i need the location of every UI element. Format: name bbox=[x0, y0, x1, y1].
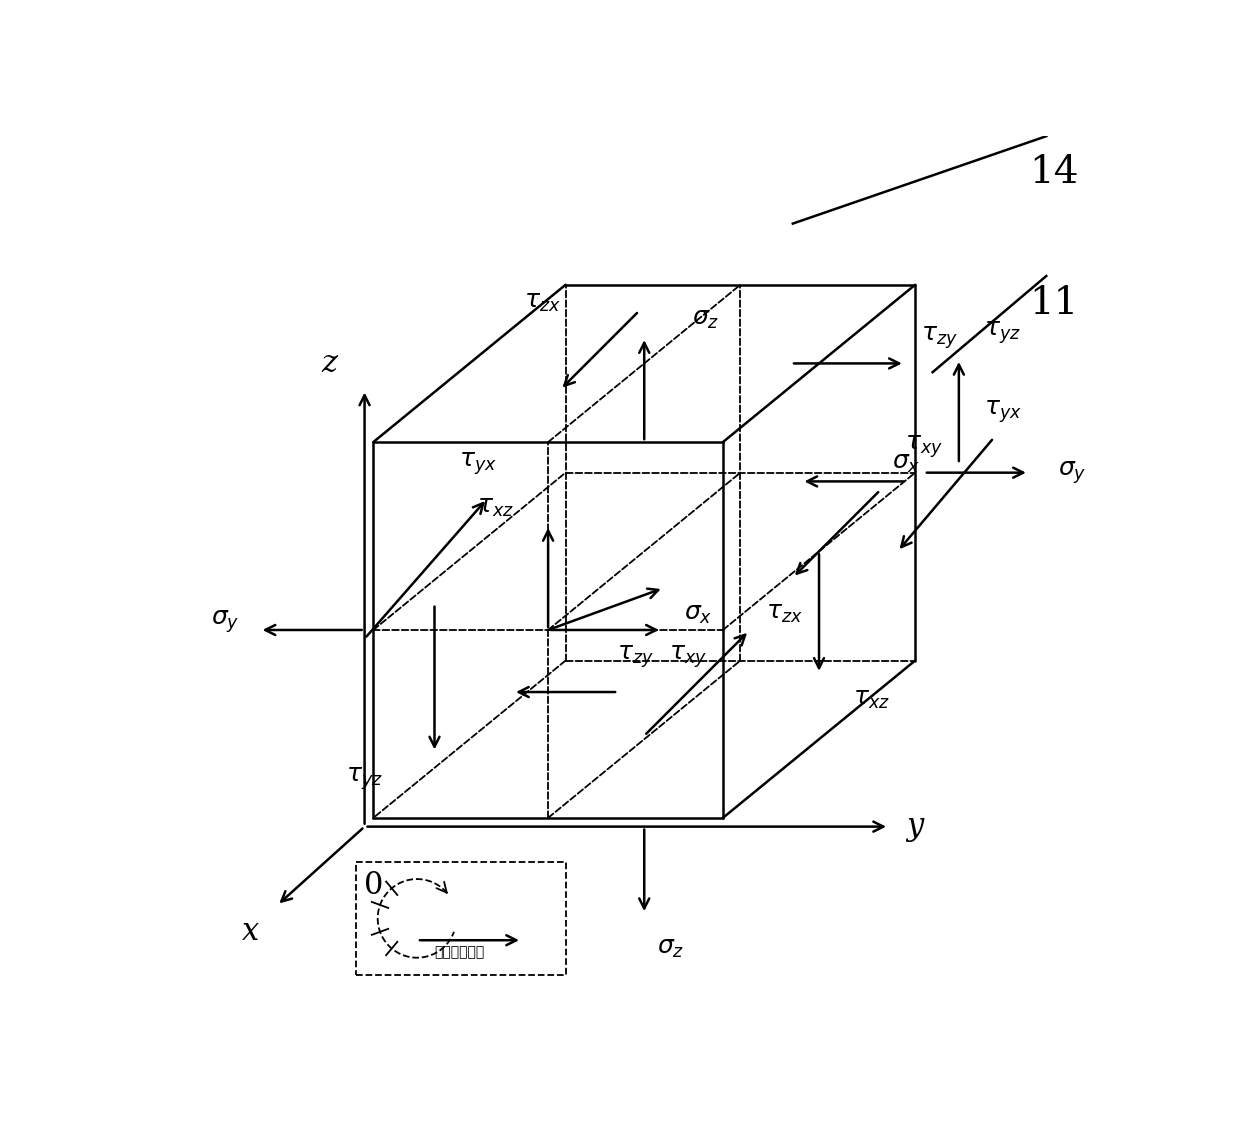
Text: $\tau_{yx}$: $\tau_{yx}$ bbox=[983, 398, 1022, 424]
Text: z: z bbox=[321, 348, 337, 379]
Text: 11: 11 bbox=[1029, 285, 1078, 321]
Text: $\sigma_x$: $\sigma_x$ bbox=[684, 603, 713, 625]
Text: $\sigma_z$: $\sigma_z$ bbox=[657, 938, 684, 960]
Text: $\tau_{xy}$: $\tau_{xy}$ bbox=[668, 642, 707, 670]
Text: x: x bbox=[242, 916, 259, 947]
Text: 0: 0 bbox=[363, 871, 383, 901]
Text: $\tau_{zx}$: $\tau_{zx}$ bbox=[766, 602, 802, 625]
Text: 14: 14 bbox=[1029, 153, 1079, 191]
Text: $\tau_{zy}$: $\tau_{zy}$ bbox=[921, 323, 959, 351]
Text: $\tau_{zx}$: $\tau_{zx}$ bbox=[525, 291, 562, 313]
Text: $\sigma_x$: $\sigma_x$ bbox=[893, 453, 920, 476]
Text: $\sigma_z$: $\sigma_z$ bbox=[692, 309, 719, 331]
Text: $\tau_{yz}$: $\tau_{yz}$ bbox=[346, 765, 383, 792]
Text: $\tau_{yx}$: $\tau_{yx}$ bbox=[459, 451, 497, 478]
Text: $\tau_{xy}$: $\tau_{xy}$ bbox=[905, 434, 942, 460]
Text: y: y bbox=[906, 812, 924, 842]
Text: 量测开孔方向: 量测开孔方向 bbox=[434, 945, 485, 959]
Text: $\tau_{xz}$: $\tau_{xz}$ bbox=[853, 689, 890, 712]
Text: $\tau_{yz}$: $\tau_{yz}$ bbox=[985, 319, 1021, 346]
Text: $\tau_{xz}$: $\tau_{xz}$ bbox=[477, 496, 515, 519]
Text: $\sigma_y$: $\sigma_y$ bbox=[211, 608, 239, 634]
Text: $\sigma_y$: $\sigma_y$ bbox=[1058, 460, 1086, 486]
Text: $\tau_{zy}$: $\tau_{zy}$ bbox=[618, 644, 653, 671]
